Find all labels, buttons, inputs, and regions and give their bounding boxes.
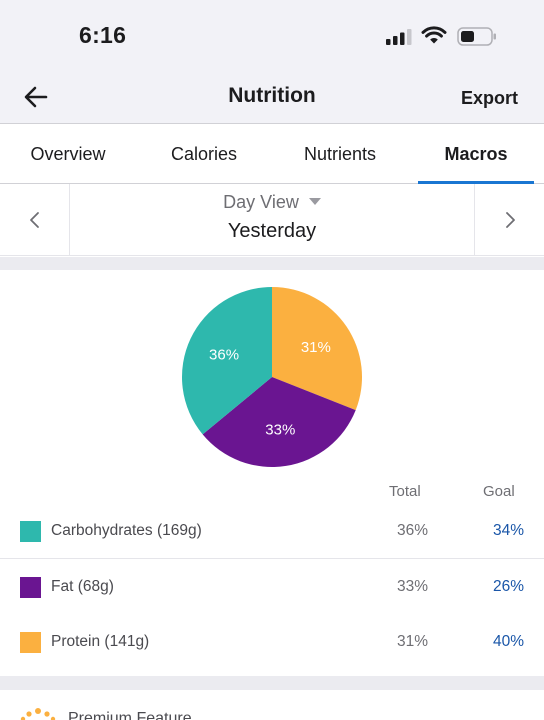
premium-feature-label: Premium Feature (68, 710, 192, 720)
macro-total: 31% (397, 633, 429, 650)
tab-nutrients[interactable]: Nutrients (303, 144, 377, 164)
macro-label: Fat (68g) (51, 578, 114, 595)
macro-label: Carbohydrates (169g) (51, 522, 202, 539)
tab-calories[interactable]: Calories (170, 144, 238, 164)
day-view-label: Day View (223, 192, 299, 212)
tab-macros[interactable]: Macros (408, 125, 544, 184)
pie-slice-carbohydrates (181, 287, 272, 435)
section-divider (0, 676, 544, 690)
chevron-left-icon (30, 212, 39, 228)
export-button[interactable]: Export (460, 88, 518, 108)
macro-total: 36% (397, 522, 429, 539)
pie-label-protein: 31% (301, 339, 331, 356)
back-arrow-icon[interactable] (22, 83, 50, 111)
next-day-button[interactable] (474, 184, 544, 256)
wifi-icon (421, 26, 447, 44)
premium-icon (20, 708, 56, 720)
selected-day: Yesterday (227, 220, 317, 242)
chevron-right-icon (506, 212, 515, 228)
carbohydrates-color-swatch (20, 521, 41, 542)
page-title: Nutrition (228, 84, 316, 107)
macro-label: Protein (141g) (51, 633, 150, 650)
macro-goal: 40% (492, 633, 524, 650)
tab-bar: Overview Calories Nutrients Macros (0, 125, 544, 184)
tab-overview[interactable]: Overview (30, 144, 106, 164)
pie-label-carbohydrates: 36% (209, 346, 239, 363)
macro-goal: 26% (492, 578, 524, 595)
premium-feature-banner[interactable]: Premium Feature (0, 690, 544, 720)
goal-column-header: Goal (483, 483, 515, 500)
day-view-dropdown[interactable]: Day View Yesterday (70, 184, 474, 256)
macro-total: 33% (397, 578, 429, 595)
caret-down-icon (308, 198, 321, 206)
pie-slice-fat (202, 377, 356, 467)
status-bar: 6:16 (0, 0, 544, 70)
fat-color-swatch (20, 577, 41, 598)
macro-row-carbohydrates: Carbohydrates (169g) 36% 34% (0, 503, 544, 559)
pie-slice-protein (272, 287, 362, 411)
pie-label-fat: 33% (265, 421, 295, 438)
day-selector: Day View Yesterday (0, 184, 544, 256)
battery-icon (457, 27, 496, 46)
cellular-signal-icon (386, 29, 412, 45)
pie-chart-svg: 31% 33% 36% (181, 287, 362, 467)
macro-row-protein: Protein (141g) 31% 40% (0, 614, 544, 670)
table-header: Total Goal (0, 483, 544, 503)
status-time: 6:16 (79, 22, 127, 48)
macro-goal: 34% (492, 522, 524, 539)
nav-bar: Nutrition Export (0, 70, 544, 124)
previous-day-button[interactable] (0, 184, 70, 256)
macros-pie-chart: 31% 33% 36% (181, 286, 363, 468)
total-column-header: Total (389, 483, 421, 500)
protein-color-swatch (20, 632, 41, 653)
section-divider (0, 257, 544, 270)
macro-row-fat: Fat (68g) 33% 26% (0, 559, 544, 615)
